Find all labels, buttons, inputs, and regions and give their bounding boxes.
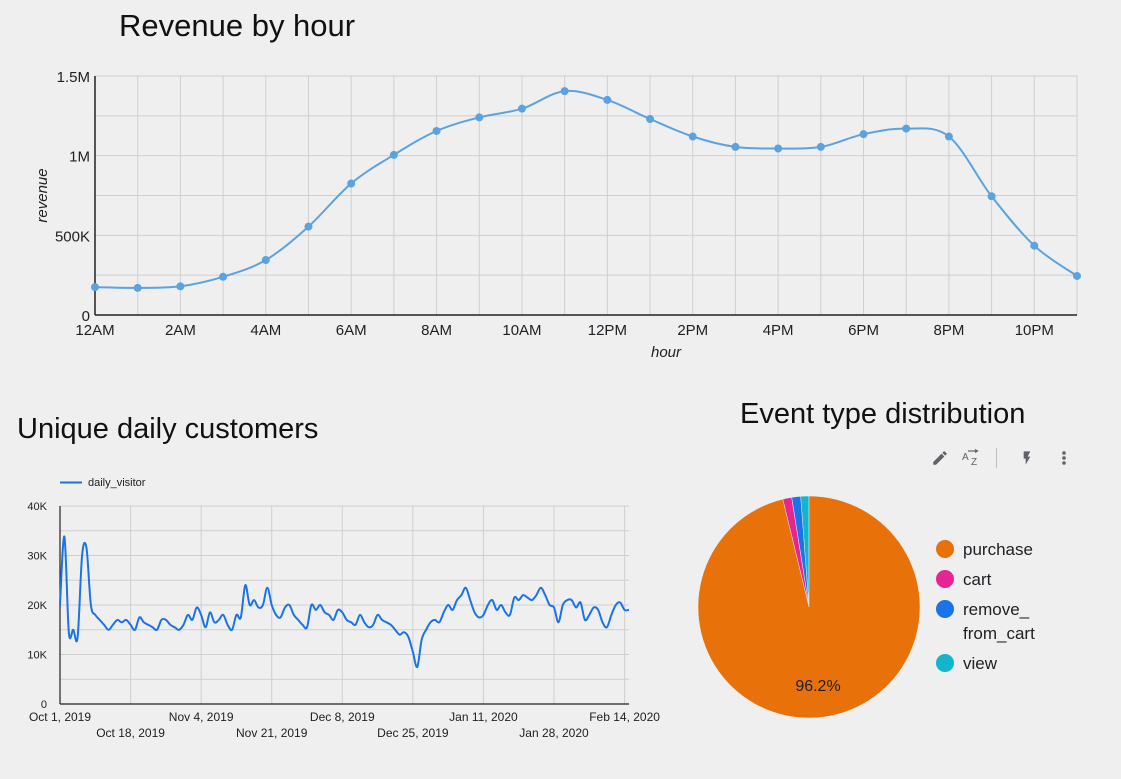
revenue-x-tick-label: 10PM xyxy=(1015,322,1054,339)
revenue-data-point xyxy=(433,127,441,135)
revenue-x-tick-label: 12PM xyxy=(588,322,627,339)
daily-x-tick-label: Dec 25, 2019 xyxy=(377,726,449,740)
revenue-data-point xyxy=(689,133,697,141)
revenue-data-point xyxy=(347,180,355,188)
revenue-data-point xyxy=(91,283,99,291)
daily-legend-label: daily_visitor xyxy=(88,477,146,489)
revenue-y-tick-label: 1M xyxy=(69,149,90,166)
revenue-x-tick-label: 12AM xyxy=(75,322,114,339)
daily-y-tick-label: 30K xyxy=(27,551,47,563)
daily-x-tick-label: Jan 28, 2020 xyxy=(519,726,589,740)
legend-item-view[interactable]: view xyxy=(936,652,1116,676)
revenue-data-point xyxy=(475,113,483,121)
revenue-x-tick-label: 4PM xyxy=(763,322,794,339)
revenue-data-point xyxy=(262,256,270,264)
legend-label-remove-from-cart: remove_ from_cart xyxy=(963,598,1058,646)
daily-x-tick-label: Feb 14, 2020 xyxy=(589,710,660,724)
daily-series-line xyxy=(60,536,629,667)
legend-swatch-purchase xyxy=(936,540,954,558)
event-type-legend: purchase cart remove_ from_cart view xyxy=(936,538,1116,682)
revenue-data-point xyxy=(1030,242,1038,250)
svg-text:Z: Z xyxy=(971,457,977,468)
revenue-x-tick-label: 8PM xyxy=(933,322,964,339)
revenue-x-tick-label: 8AM xyxy=(421,322,452,339)
legend-item-purchase[interactable]: purchase xyxy=(936,538,1116,562)
revenue-x-tick-label: 6AM xyxy=(336,322,367,339)
legend-swatch-view xyxy=(936,654,954,672)
revenue-data-point xyxy=(945,133,953,141)
daily-x-tick-label: Oct 1, 2019 xyxy=(29,710,91,724)
pie-slice-purchase-label: 96.2% xyxy=(795,678,840,695)
legend-label-cart: cart xyxy=(963,568,991,592)
revenue-series-line xyxy=(95,91,1077,288)
legend-swatch-remove-from-cart xyxy=(936,600,954,618)
revenue-x-axis-title: hour xyxy=(651,344,682,361)
revenue-data-point xyxy=(988,192,996,200)
revenue-data-point xyxy=(860,130,868,138)
daily-x-tick-label: Jan 11, 2020 xyxy=(449,710,518,724)
legend-label-purchase: purchase xyxy=(963,538,1033,562)
revenue-y-tick-label: 1.5M xyxy=(57,69,90,86)
revenue-x-tick-label: 6PM xyxy=(848,322,879,339)
revenue-data-point xyxy=(603,96,611,104)
revenue-data-point xyxy=(219,273,227,281)
event-type-chart-title: Event type distribution xyxy=(740,398,1025,431)
revenue-data-point xyxy=(1073,272,1081,280)
pencil-icon[interactable] xyxy=(928,446,952,470)
revenue-data-point xyxy=(646,115,654,123)
legend-item-remove-from-cart[interactable]: remove_ from_cart xyxy=(936,598,1116,646)
revenue-y-tick-label: 500K xyxy=(55,228,90,245)
revenue-data-point xyxy=(774,144,782,152)
daily-x-tick-label: Nov 21, 2019 xyxy=(236,726,308,740)
more-vert-icon[interactable] xyxy=(1052,446,1076,470)
legend-label-view: view xyxy=(963,652,997,676)
event-type-pie-chart: 96.2% xyxy=(680,480,940,740)
svg-text:A: A xyxy=(962,452,969,463)
legend-swatch-cart xyxy=(936,570,954,588)
revenue-x-tick-label: 10AM xyxy=(502,322,541,339)
revenue-data-point xyxy=(304,223,312,231)
lightning-icon[interactable] xyxy=(1015,446,1039,470)
revenue-data-point xyxy=(731,143,739,151)
revenue-data-point xyxy=(390,151,398,159)
revenue-data-point xyxy=(134,284,142,292)
daily-x-tick-label: Dec 8, 2019 xyxy=(310,710,375,724)
daily-y-tick-label: 10K xyxy=(27,650,47,662)
daily-x-tick-label: Oct 18, 2019 xyxy=(96,726,165,740)
revenue-x-tick-label: 4AM xyxy=(250,322,281,339)
revenue-data-point xyxy=(518,105,526,113)
revenue-y-axis-title: revenue xyxy=(34,168,51,222)
legend-item-cart[interactable]: cart xyxy=(936,568,1116,592)
revenue-data-point xyxy=(817,143,825,151)
revenue-data-point xyxy=(561,87,569,95)
daily-x-tick-label: Nov 4, 2019 xyxy=(169,710,234,724)
toolbar-divider xyxy=(996,448,997,468)
revenue-data-point xyxy=(176,282,184,290)
revenue-x-tick-label: 2PM xyxy=(677,322,708,339)
daily-y-tick-label: 20K xyxy=(27,600,47,612)
revenue-x-tick-label: 2AM xyxy=(165,322,196,339)
revenue-data-point xyxy=(902,125,910,133)
daily-y-tick-label: 40K xyxy=(27,501,47,513)
daily-customers-chart-title: Unique daily customers xyxy=(17,413,318,446)
